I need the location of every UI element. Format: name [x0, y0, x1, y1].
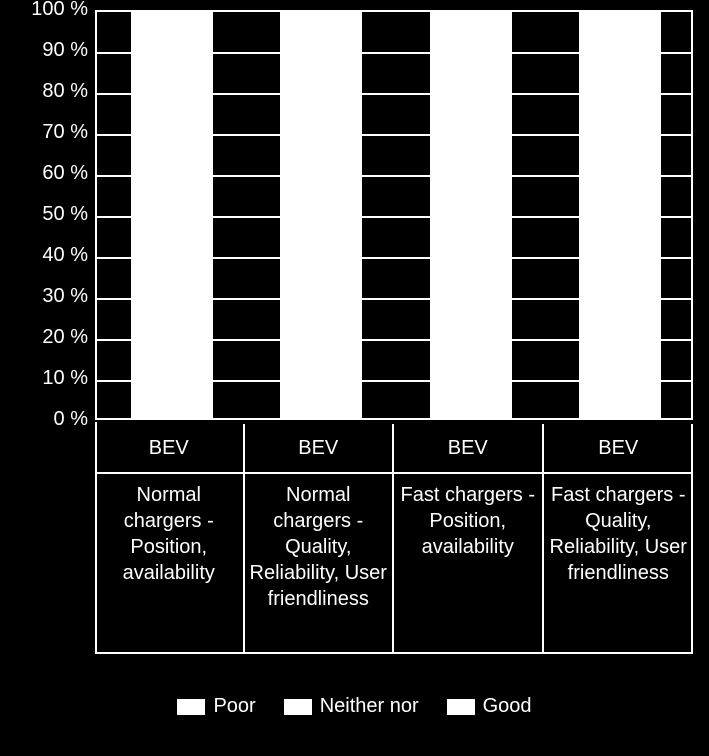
legend-item-poor: Poor: [177, 695, 255, 718]
y-tick-label: 20 %: [8, 326, 88, 349]
legend-label: Good: [483, 695, 532, 718]
y-tick-label: 100 %: [8, 0, 88, 21]
x-category-bottom-label: Normal chargers - Quality, Reliability, …: [245, 474, 395, 652]
y-tick-label: 30 %: [8, 285, 88, 308]
legend-swatch-icon: [177, 699, 205, 715]
x-axis-group-2: Normal chargers - Position, availability…: [95, 474, 693, 654]
y-tick-label: 70 %: [8, 121, 88, 144]
y-tick-label: 90 %: [8, 39, 88, 62]
x-category-top-label: BEV: [544, 424, 694, 472]
x-category-top-label: BEV: [394, 424, 544, 472]
bar: [579, 12, 661, 418]
legend-item-neither: Neither nor: [284, 695, 419, 718]
x-category-bottom-label: Normal chargers - Position, availability: [95, 474, 245, 652]
x-category-bottom-label: Fast chargers - Position, availability: [394, 474, 544, 652]
bar: [131, 12, 213, 418]
x-category-top-label: BEV: [95, 424, 245, 472]
legend-item-good: Good: [447, 695, 532, 718]
legend-swatch-icon: [284, 699, 312, 715]
bar: [280, 12, 362, 418]
y-tick-label: 10 %: [8, 367, 88, 390]
y-tick-label: 40 %: [8, 244, 88, 267]
x-category-top-label: BEV: [245, 424, 395, 472]
y-tick-label: 60 %: [8, 162, 88, 185]
plot-area: [95, 10, 693, 420]
legend: Poor Neither nor Good: [0, 695, 709, 718]
legend-label: Poor: [213, 695, 255, 718]
legend-label: Neither nor: [320, 695, 419, 718]
x-category-bottom-label: Fast chargers - Quality, Reliability, Us…: [544, 474, 694, 652]
legend-swatch-icon: [447, 699, 475, 715]
y-tick-label: 50 %: [8, 203, 88, 226]
bar: [430, 12, 512, 418]
y-tick-label: 0 %: [8, 408, 88, 431]
x-axis-group-1: BEVBEVBEVBEV: [95, 424, 693, 474]
y-tick-label: 80 %: [8, 80, 88, 103]
